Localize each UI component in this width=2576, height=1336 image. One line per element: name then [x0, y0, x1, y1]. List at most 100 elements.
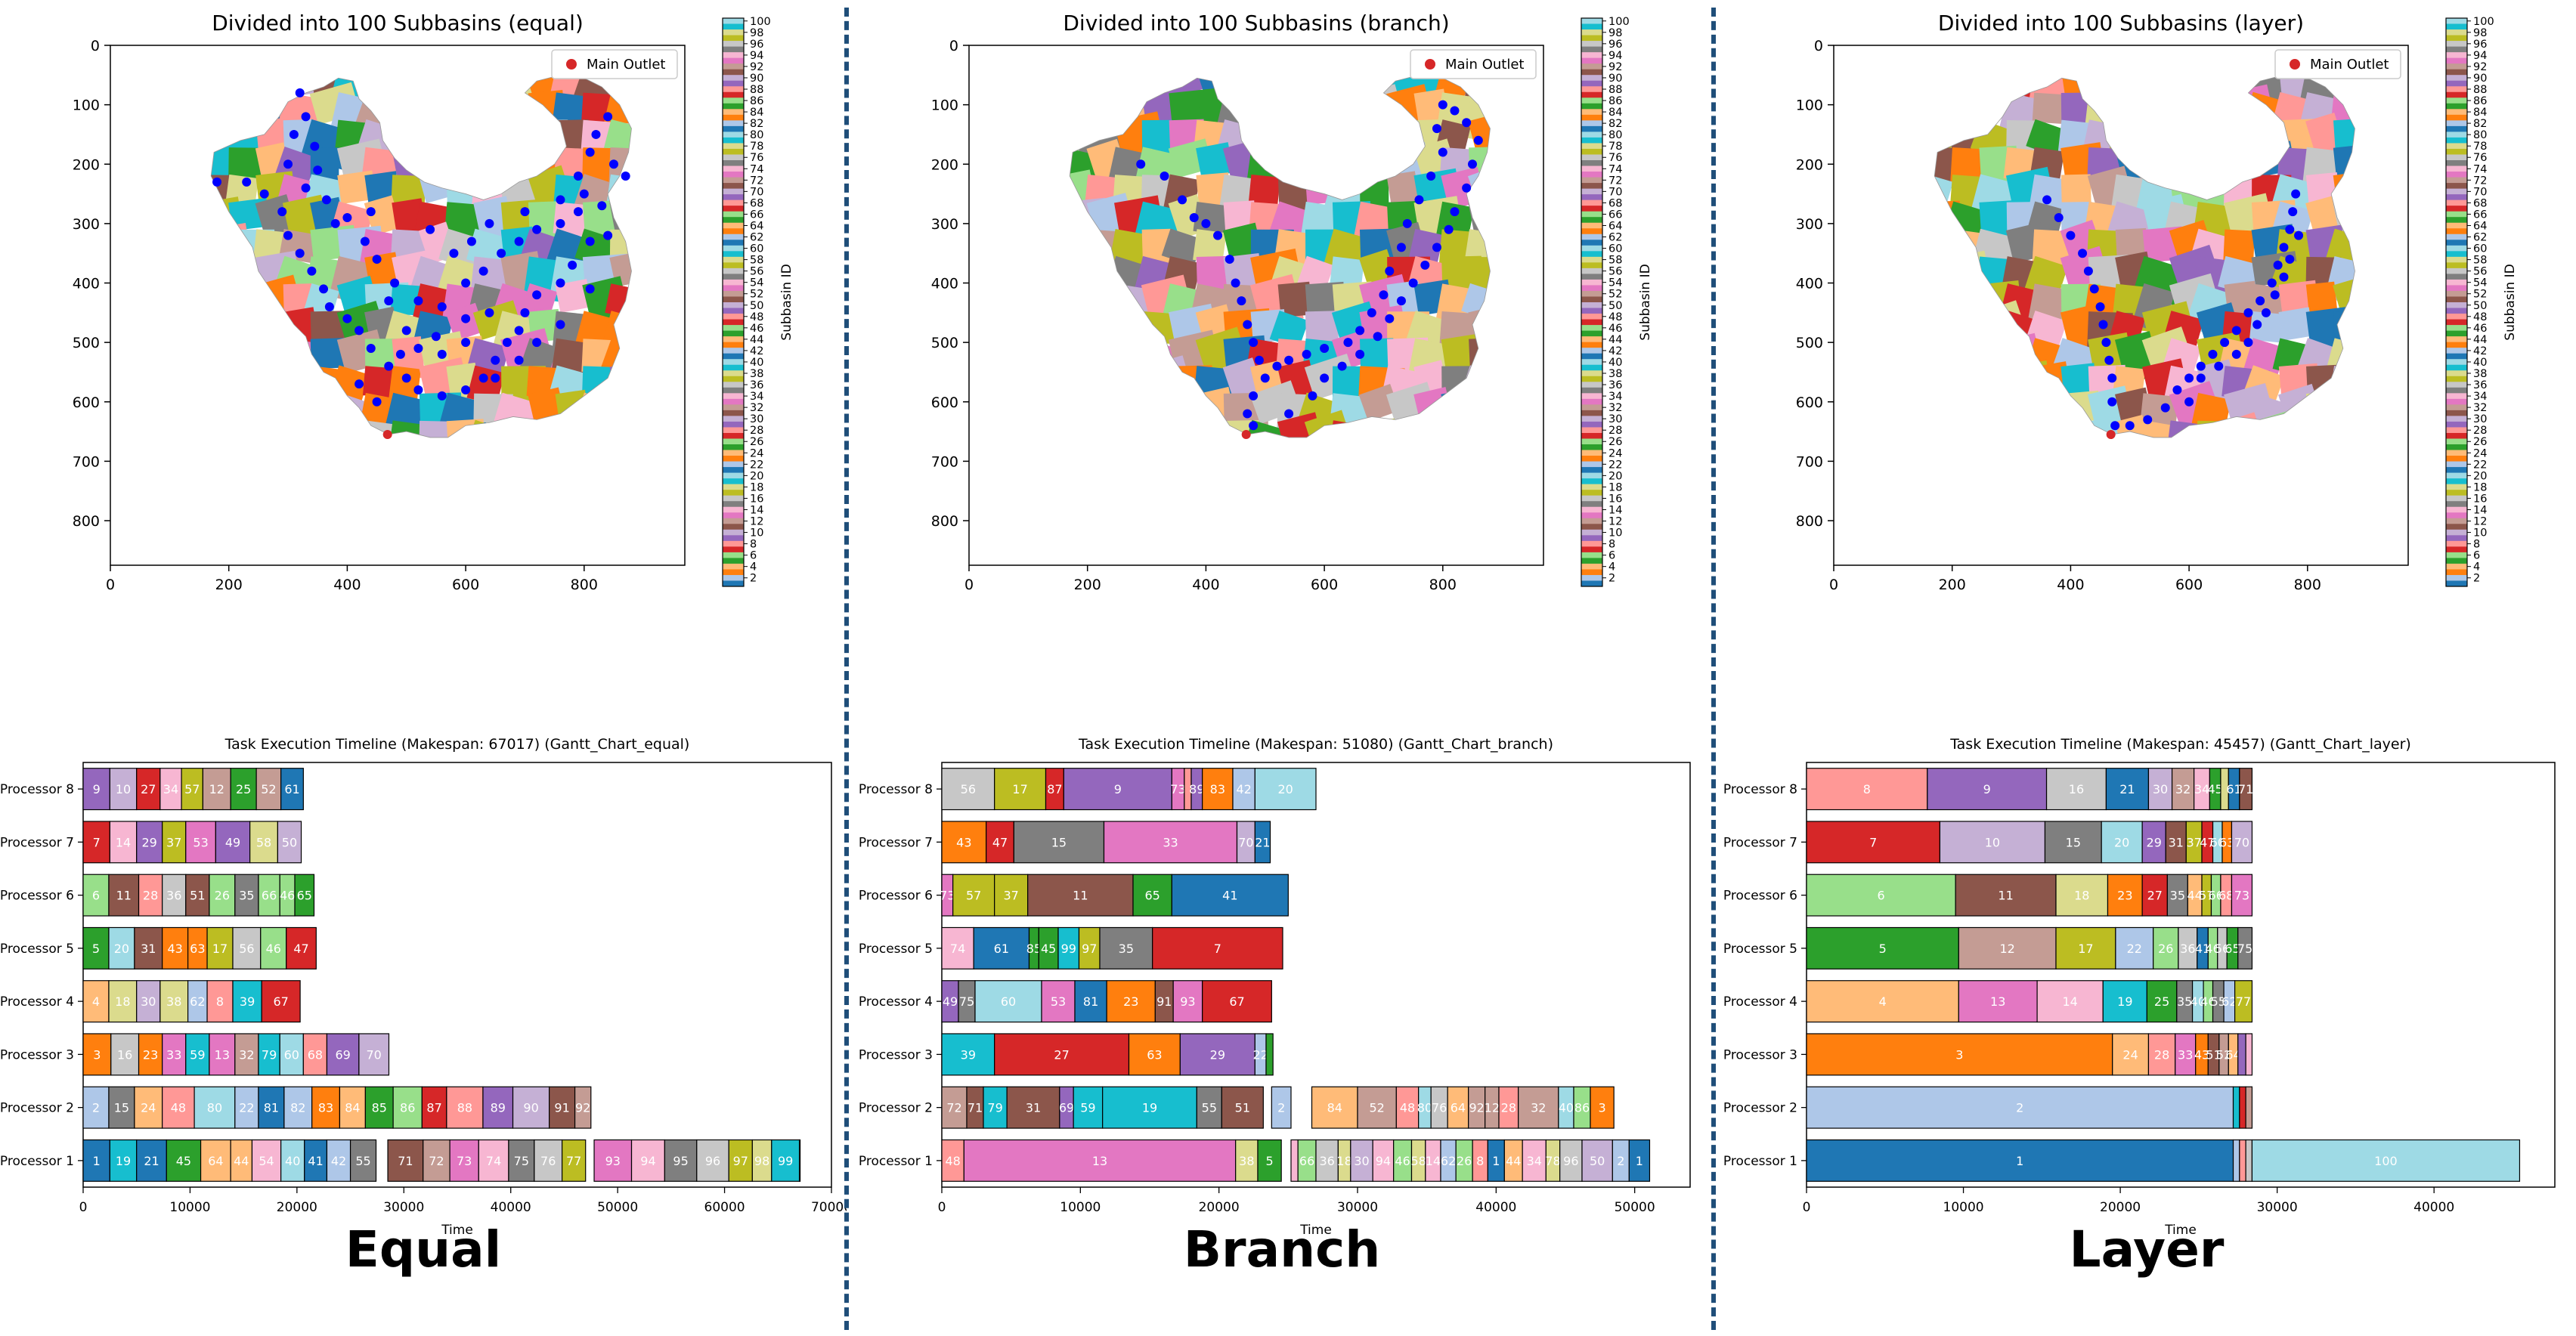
- colorbar-segment: [1581, 69, 1602, 76]
- task-label: 58: [1410, 1154, 1426, 1168]
- colorbar-tick-label: 12: [750, 516, 763, 528]
- colorbar-segment: [2446, 251, 2467, 258]
- colorbar-segment: [2446, 131, 2467, 138]
- task-bar: [234, 1086, 259, 1129]
- task-bar: [326, 1033, 360, 1076]
- task-label: 17: [1012, 782, 1027, 796]
- colorbar-segment: [2446, 211, 2467, 218]
- colorbar-segment: [723, 518, 744, 524]
- colorbar-segment: [1581, 148, 1602, 155]
- colorbar-tick-label: 32: [1608, 402, 1622, 414]
- colorbar-segment: [2446, 580, 2467, 587]
- task-bar: [162, 1033, 187, 1076]
- colorbar-segment: [2446, 348, 2467, 354]
- task-bar: [1522, 1139, 1547, 1182]
- subbasin-map-branch: Divided into 100 Subbasins (branch)0 200 4…: [931, 11, 1653, 593]
- subbasin-outlet-point: [2288, 207, 2298, 217]
- task-bar: [1290, 1139, 1299, 1182]
- colorbar-segment: [723, 211, 744, 218]
- colorbar-tick-label: 74: [2473, 163, 2487, 175]
- colorbar-tick-label: 20: [2473, 470, 2487, 482]
- colorbar-segment: [723, 478, 744, 485]
- task-bar: [185, 874, 210, 917]
- task-label: 31: [1026, 1101, 1041, 1115]
- colorbar-segment: [2446, 285, 2467, 292]
- colorbar-segment: [1581, 370, 1602, 377]
- subbasin-outlet-point: [2243, 308, 2253, 317]
- colorbar-segment: [723, 172, 744, 178]
- task-label: 66: [2209, 889, 2224, 903]
- colorbar-tick-label: 40: [750, 357, 763, 369]
- task-label: 68: [2218, 889, 2234, 903]
- task-label: 64: [208, 1154, 223, 1168]
- task-bar: [2251, 1139, 2521, 1182]
- colorbar-segment: [2446, 518, 2467, 524]
- subbasin-patch: [555, 279, 593, 314]
- colorbar-tick-label: 60: [1608, 243, 1622, 255]
- task-label: 43: [2194, 1047, 2209, 1062]
- task-bar: [1939, 821, 2046, 864]
- colorbar-tick-label: 60: [750, 243, 763, 255]
- task-label: 44: [1506, 1154, 1521, 1168]
- task-bar: [534, 1139, 563, 1182]
- colorbar-tick-label: 96: [750, 39, 763, 51]
- colorbar-segment: [723, 364, 744, 371]
- subbasin-outlet-point: [390, 278, 400, 288]
- subbasin-outlet-point: [384, 296, 394, 306]
- colorbar-segment: [723, 302, 744, 309]
- colorbar-segment: [723, 404, 744, 411]
- colorbar-segment: [2446, 154, 2467, 161]
- task-label: 57: [966, 889, 981, 903]
- colorbar-segment: [1581, 154, 1602, 161]
- subbasin-patch: [1277, 281, 1313, 318]
- colorbar-segment: [2446, 188, 2467, 195]
- colorbar-segment: [2446, 495, 2467, 502]
- task-bar: [1590, 1086, 1615, 1129]
- subbasin-outlet-point: [2098, 320, 2108, 329]
- colorbar-segment: [1581, 97, 1602, 104]
- task-label: 25: [236, 782, 251, 796]
- task-bar: [1257, 1139, 1282, 1182]
- colorbar-segment: [1581, 251, 1602, 258]
- colorbar-segment: [2446, 41, 2467, 48]
- subbasin-outlet-point: [2125, 421, 2135, 431]
- task-label: 38: [166, 994, 181, 1009]
- y-tick-label: 300: [73, 216, 100, 233]
- colorbar-segment: [1581, 114, 1602, 121]
- colorbar-tick-label: 66: [1608, 209, 1622, 221]
- subbasin-outlet-point: [1408, 278, 1418, 288]
- task-label: 55: [1202, 1101, 1217, 1115]
- task-label: 9: [93, 782, 101, 796]
- colorbar-segment: [723, 80, 744, 87]
- task-bar: [82, 768, 110, 811]
- task-label: 44: [234, 1154, 249, 1168]
- colorbar-segment: [1581, 467, 1602, 474]
- task-bar: [1128, 1033, 1181, 1076]
- y-tick-label: 300: [931, 216, 958, 233]
- x-tick-label: 600: [452, 577, 479, 593]
- task-label: 64: [1451, 1101, 1466, 1115]
- subbasin-outlet-point: [1355, 326, 1365, 336]
- task-bar: [162, 821, 187, 864]
- subbasin-outlet-point: [478, 266, 488, 276]
- colorbar-segment: [2446, 342, 2467, 348]
- subbasin-outlet-point: [1260, 373, 1270, 383]
- x-tick-label: 600: [1311, 577, 1338, 593]
- task-label: 75: [959, 994, 974, 1009]
- subbasin-outlet-point: [585, 147, 595, 157]
- task-bar: [1806, 980, 1959, 1023]
- subbasin-outlet-point: [2273, 260, 2283, 270]
- task-bar: [258, 874, 280, 917]
- colorbar-tick-label: 24: [1608, 447, 1622, 459]
- colorbar-tick-label: 98: [750, 27, 763, 39]
- task-label: 52: [1369, 1101, 1384, 1115]
- subbasin-outlet-point: [597, 201, 607, 211]
- y-tick-label: 800: [73, 513, 100, 530]
- task-bar: [200, 1139, 231, 1182]
- colorbar-segment: [723, 131, 744, 138]
- colorbar-tick-label: 2: [2473, 573, 2480, 585]
- colorbar-tick-label: 28: [2473, 425, 2487, 437]
- colorbar-segment: [723, 125, 744, 132]
- colorbar-segment: [1581, 506, 1602, 513]
- processor-label: Processor 8: [1723, 782, 1797, 797]
